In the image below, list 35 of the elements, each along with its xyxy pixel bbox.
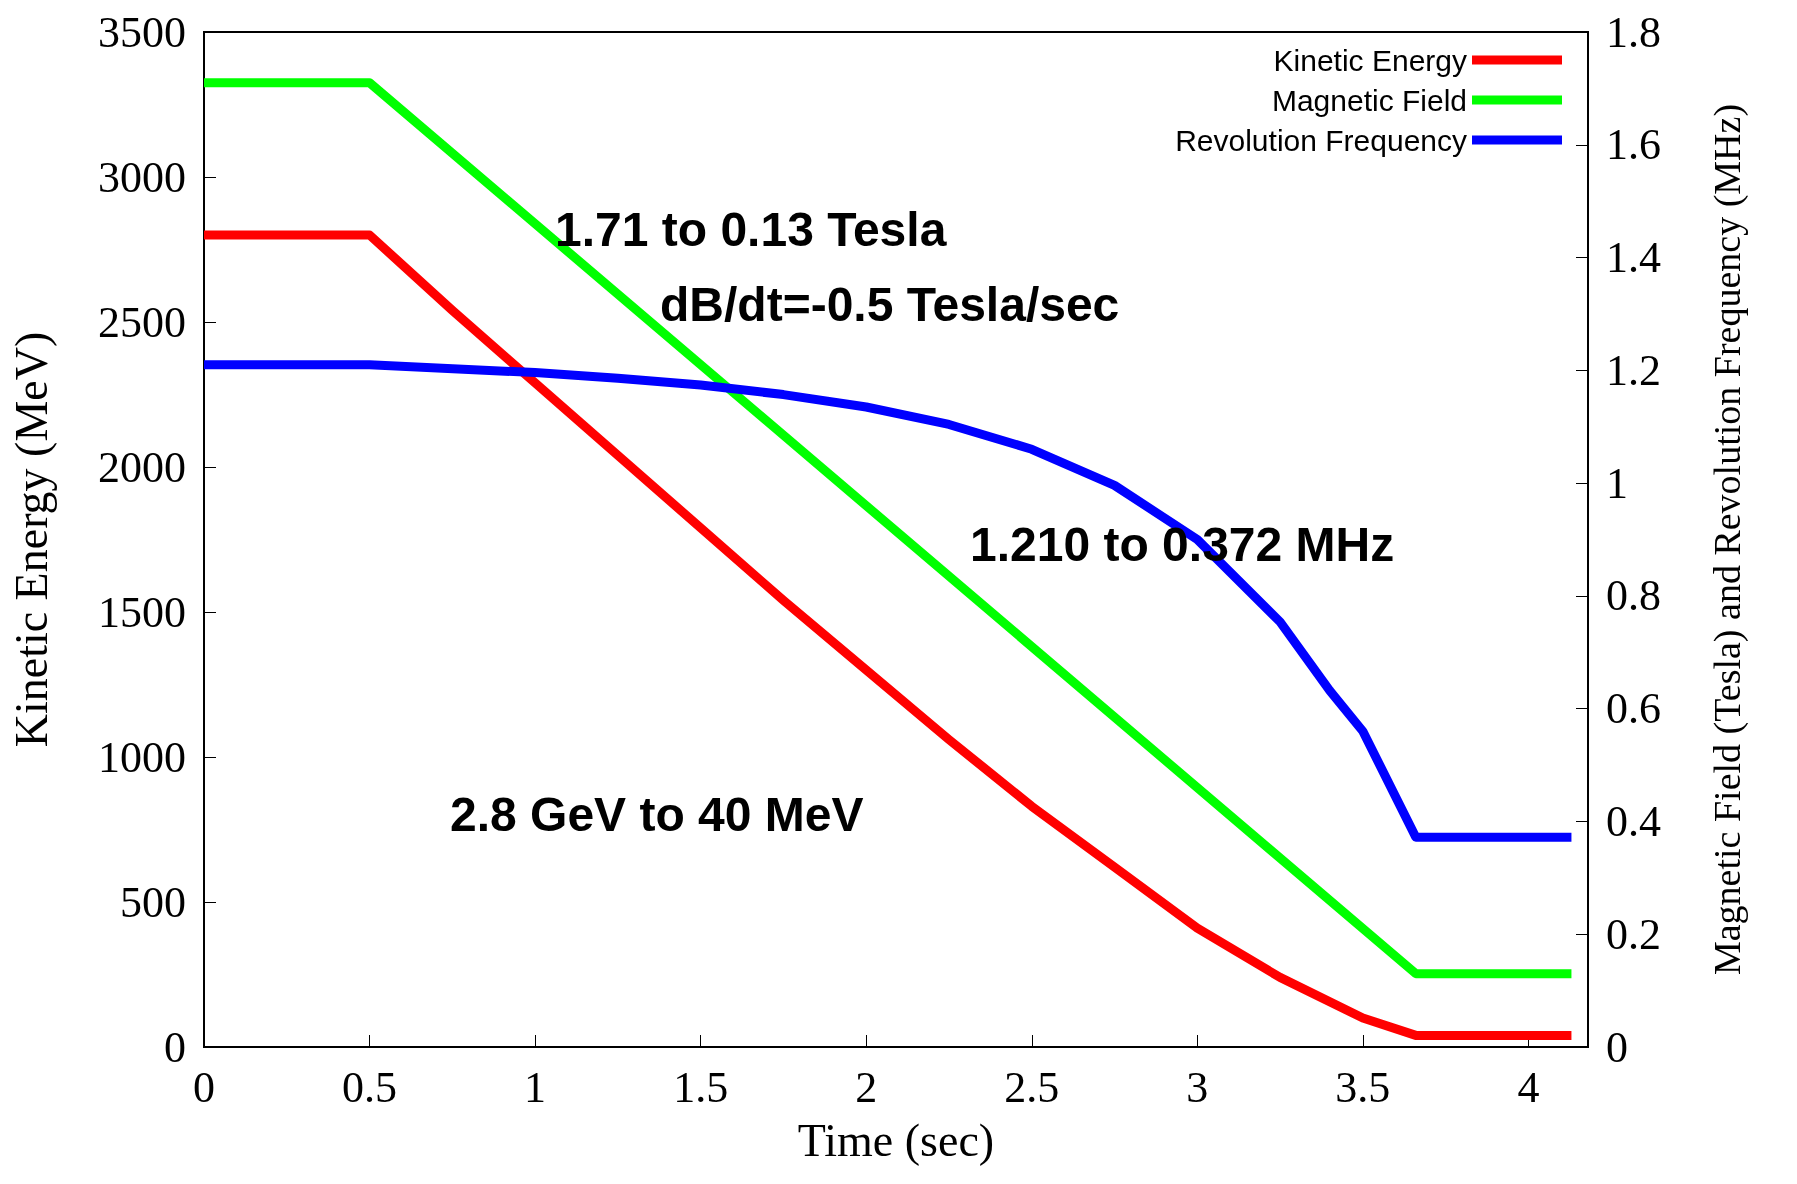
y-axis-title: Kinetic Energy (MeV) (5, 331, 57, 748)
y2-axis-title: Magnetic Field (Tesla) and Revolution Frequency (MHz) (1706, 103, 1749, 976)
annotation: dB/dt=-0.5 Tesla/sec (660, 277, 1120, 331)
x-axis-title: Time (sec) (797, 1114, 995, 1166)
annotation: 1.71 to 0.13 Tesla (555, 202, 947, 256)
y-tick-label: 0 (164, 1022, 186, 1072)
legend-label: Revolution Frequency (1175, 123, 1467, 157)
y2-tick-label: 0.4 (1606, 796, 1661, 846)
y2-tick-label: 0.8 (1606, 571, 1661, 621)
x-tick-label: 3.5 (1335, 1062, 1391, 1112)
y-tick-label: 1500 (98, 587, 186, 637)
y2-tick-label: 1.4 (1606, 233, 1661, 283)
y-tick-label: 3500 (98, 7, 186, 57)
y-tick-label: 1000 (98, 732, 186, 782)
x-tick-label: 2.5 (1004, 1062, 1060, 1112)
y-tick-label: 2000 (98, 442, 186, 492)
annotation: 2.8 GeV to 40 MeV (450, 787, 864, 841)
y-tick-label: 2500 (98, 297, 186, 347)
x-tick-label: 3 (1186, 1062, 1209, 1112)
legend-label: Magnetic Field (1271, 83, 1467, 117)
y2-tick-label: 1.8 (1606, 7, 1661, 57)
y2-tick-label: 1.6 (1606, 120, 1661, 170)
y2-tick-label: 1 (1606, 458, 1628, 508)
legend-label: Kinetic Energy (1273, 43, 1467, 77)
y-tick-label: 500 (120, 877, 186, 927)
y2-tick-label: 1.2 (1606, 345, 1661, 395)
x-tick-label: 1 (524, 1062, 547, 1112)
y-tick-label: 3000 (98, 152, 186, 202)
y2-tick-label: 0.2 (1606, 909, 1661, 959)
x-tick-label: 4 (1517, 1062, 1540, 1112)
x-tick-label: 2 (855, 1062, 878, 1112)
y2-tick-label: 0 (1606, 1022, 1628, 1072)
x-tick-label: 1.5 (673, 1062, 729, 1112)
y2-tick-label: 0.6 (1606, 684, 1661, 734)
x-tick-label: 0.5 (342, 1062, 398, 1112)
